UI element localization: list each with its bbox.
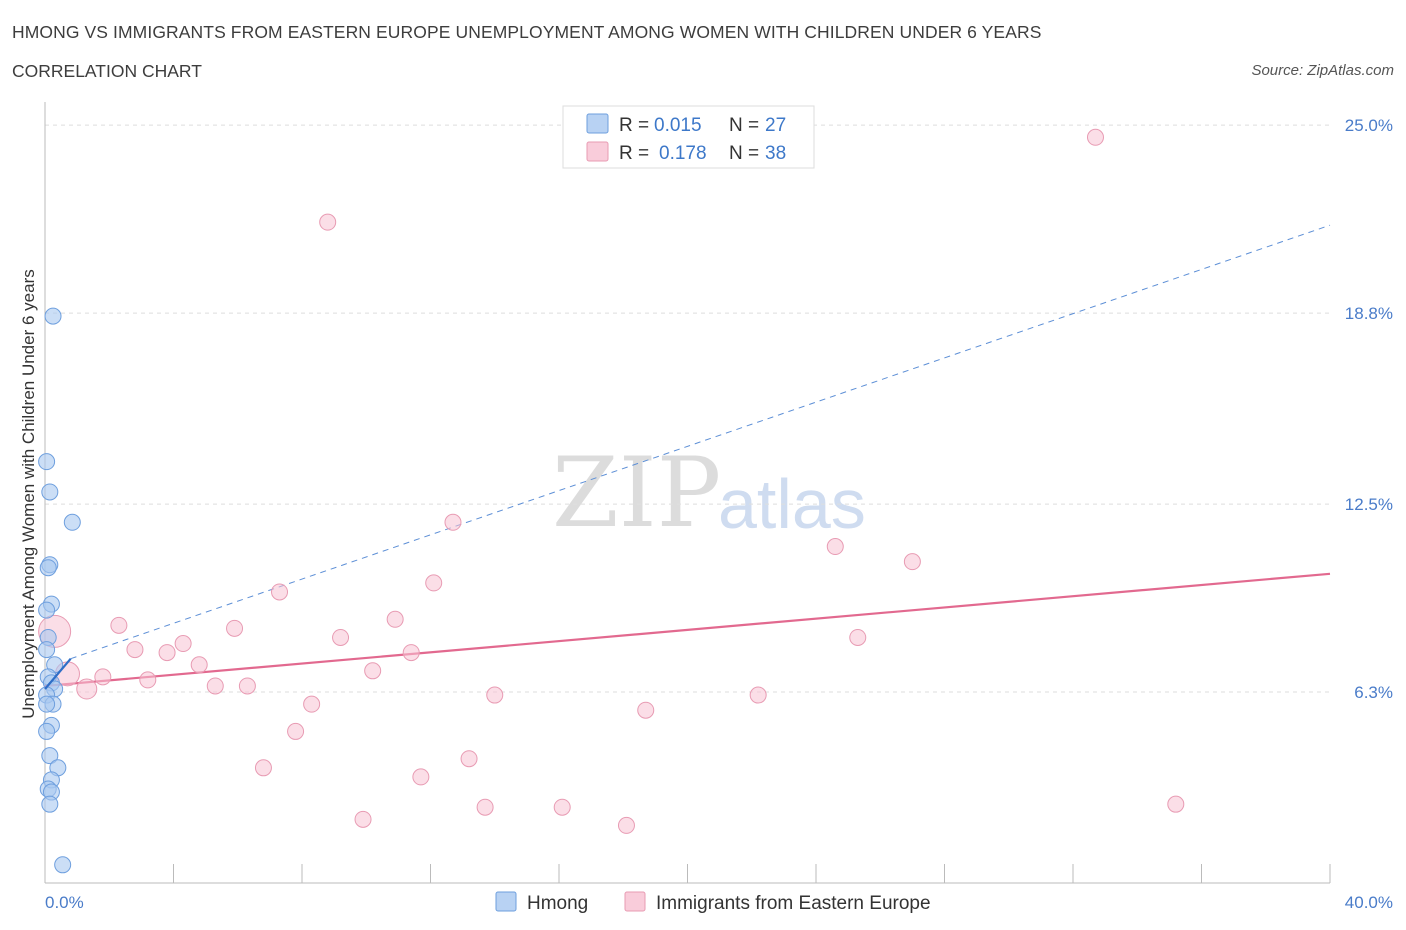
y-tick-label: 18.8% (1345, 304, 1393, 323)
eastern-europe-point (139, 671, 157, 689)
legend-n-label-eastern-europe: N = (729, 143, 759, 164)
chart-source: Source: ZipAtlas.com (1251, 62, 1394, 79)
eastern-europe-point (386, 610, 404, 628)
y-tick-label: 25.0% (1345, 116, 1393, 135)
y-tick-labels: 25.0% 18.8% 12.5% 6.3% (1345, 116, 1393, 702)
eastern-europe-point (444, 513, 462, 531)
eastern-europe-point (402, 644, 420, 662)
eastern-europe-point (190, 656, 208, 674)
eastern-europe-trend-line (44, 572, 1331, 688)
eastern-europe-point (637, 701, 655, 719)
y-tick-label: 6.3% (1354, 683, 1393, 702)
eastern-europe-point (158, 644, 176, 662)
bottom-legend-label-hmong: Hmong (527, 893, 588, 914)
hmong-point (38, 453, 56, 471)
legend-swatch-eastern-europe (586, 141, 609, 162)
hmong-point (39, 559, 57, 577)
eastern-europe-point (110, 616, 128, 634)
hmong-trend-dashed (70, 224, 1331, 660)
bottom-legend-swatch-hmong (495, 891, 517, 912)
hmong-point (41, 747, 59, 765)
legend-n-label-hmong: N = (729, 115, 759, 136)
data-points (38, 128, 1185, 874)
legend-r-value-hmong: 0.015 (654, 115, 702, 136)
legend-r-label-hmong: R = (619, 115, 649, 136)
hmong-point (38, 641, 56, 659)
hmong-point (41, 795, 59, 813)
hmong-point (41, 483, 59, 501)
eastern-europe-point (486, 686, 504, 704)
hmong-trend-solid (44, 657, 72, 690)
eastern-europe-point (364, 662, 382, 680)
bottom-legend-swatch-eastern-europe (624, 891, 646, 912)
hmong-point (38, 601, 56, 619)
watermark-zip: ZIP (552, 437, 721, 549)
hmong-point (54, 856, 72, 874)
eastern-europe-point (226, 619, 244, 637)
eastern-europe-point (903, 553, 921, 571)
legend-n-value-eastern-europe: 38 (765, 143, 786, 164)
eastern-europe-point (354, 810, 372, 828)
eastern-europe-point (1086, 128, 1104, 146)
legend-swatch-hmong (586, 113, 609, 134)
eastern-europe-point (476, 798, 494, 816)
y-axis-title: Unemployment Among Women with Children U… (19, 269, 38, 718)
eastern-europe-point (303, 695, 321, 713)
hmong-point (44, 307, 62, 325)
eastern-europe-point (126, 641, 144, 659)
y-tick-label: 12.5% (1345, 495, 1393, 514)
stats-legend: R = 0.015 N = 27 R = 0.178 N = 38 (562, 105, 815, 169)
eastern-europe-point (254, 759, 272, 777)
gridlines (45, 124, 1330, 693)
eastern-europe-point (287, 722, 305, 740)
eastern-europe-point (94, 668, 112, 686)
hmong-point (63, 513, 81, 531)
eastern-europe-point (460, 750, 478, 768)
eastern-europe-point (319, 213, 337, 231)
x-tick-label: 0.0% (45, 893, 84, 912)
watermark: ZIP atlas (552, 437, 866, 549)
chart-title: HMONG VS IMMIGRANTS FROM EASTERN EUROPE … (12, 22, 1042, 42)
x-tick-labels: 0.0% 40.0% (45, 893, 1393, 912)
bottom-legend-label-eastern-europe: Immigrants from Eastern Europe (656, 893, 931, 914)
eastern-europe-point (826, 538, 844, 556)
eastern-europe-point (617, 816, 635, 834)
legend-n-value-hmong: 27 (765, 115, 786, 136)
eastern-europe-point (174, 635, 192, 653)
chart-subtitle: CORRELATION CHART (12, 61, 202, 81)
eastern-europe-point (749, 686, 767, 704)
eastern-europe-point (425, 574, 443, 592)
eastern-europe-point (1167, 795, 1185, 813)
legend-r-label-eastern-europe: R = (619, 143, 649, 164)
hmong-point (38, 722, 56, 740)
eastern-europe-point (412, 768, 430, 786)
series-legend: Hmong Immigrants from Eastern Europe (495, 891, 931, 914)
legend-r-value-eastern-europe: 0.178 (659, 143, 707, 164)
eastern-europe-point (553, 798, 571, 816)
eastern-europe-point (206, 677, 224, 695)
eastern-europe-point (238, 677, 256, 695)
eastern-europe-point (76, 678, 98, 700)
eastern-europe-point (332, 628, 350, 646)
eastern-europe-point (849, 628, 867, 646)
hmong-point (38, 695, 56, 713)
x-tick-label: 40.0% (1345, 893, 1393, 912)
eastern-europe-point (271, 583, 289, 601)
